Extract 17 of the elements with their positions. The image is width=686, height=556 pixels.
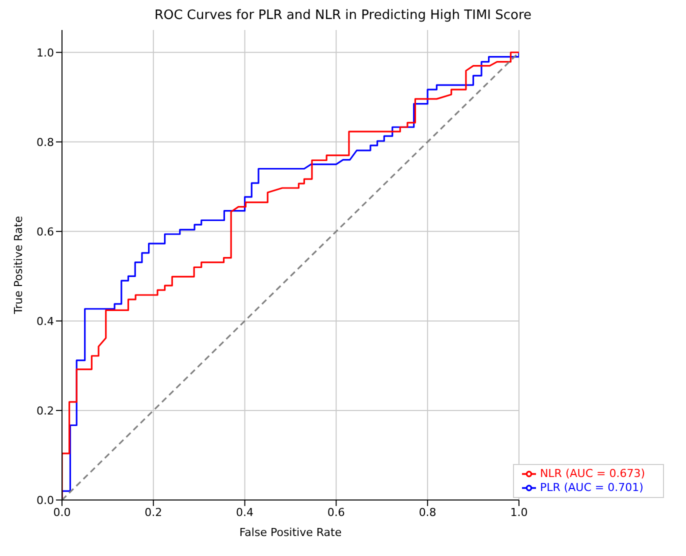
y-axis-title: True Positive Rate — [12, 216, 25, 315]
x-tick-label: 0.4 — [236, 506, 254, 519]
y-tick-label: 1.0 — [36, 46, 54, 60]
chart-title: ROC Curves for PLR and NLR in Predicting High TIMI Score — [153, 8, 533, 25]
x-tick-label: 0.8 — [418, 506, 436, 519]
y-tick-label: 0.6 — [36, 225, 54, 238]
x-tick-label: 0.6 — [327, 506, 345, 519]
x-tick-label: 0.0 — [53, 506, 71, 519]
x-tick-label: 0.2 — [144, 506, 162, 519]
x-tick-label: 1.0 — [510, 506, 528, 519]
y-tick-label: 0.2 — [36, 404, 54, 418]
legend-label: NLR (AUC = 0.673) — [540, 467, 645, 480]
y-tick-label: 0.0 — [36, 494, 54, 507]
legend-label: PLR (AUC = 0.701) — [540, 481, 644, 494]
y-tick-label: 0.4 — [36, 314, 54, 328]
x-axis-title: False Positive Rate — [239, 526, 342, 539]
y-tick-label: 0.8 — [36, 136, 54, 149]
